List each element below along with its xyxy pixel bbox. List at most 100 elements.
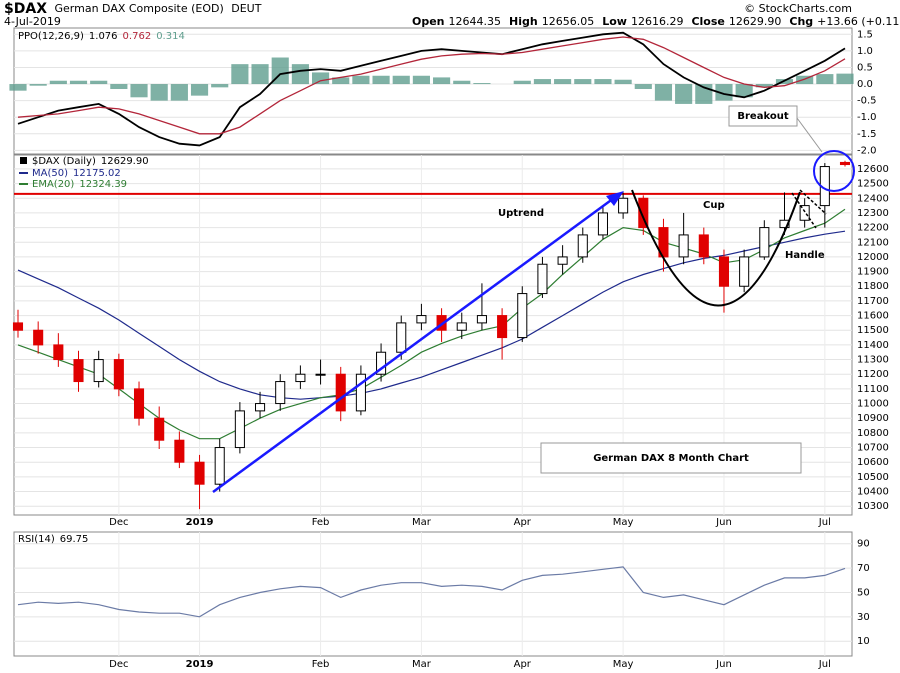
rsi-line (17, 566, 846, 618)
histogram-bar (49, 80, 67, 85)
y-tick-label: 11600 (857, 311, 889, 322)
cup-arc (631, 189, 801, 307)
x-tick-label: 2019 (186, 517, 214, 528)
histogram-bar (392, 75, 410, 85)
plot-layer: 1.5 1.0 0.5 0.0 -0.5 -1.0 -1.5 -2.0 PPO(12,26,9)… (9, 29, 889, 670)
histogram-bar (170, 84, 188, 101)
histogram-bar (675, 84, 693, 104)
candle-body (53, 344, 64, 361)
histogram-bar (231, 64, 249, 85)
candle-body (93, 359, 104, 383)
candle-body (396, 322, 407, 353)
candle-body (174, 439, 185, 463)
y-tick-label: 11300 (857, 355, 889, 366)
legend-value: 12175.02 (73, 168, 121, 179)
legend-name: MA(50) (32, 168, 68, 179)
candle-body (376, 351, 387, 375)
y-tick-label: 11400 (857, 340, 889, 351)
x-tick-label: Mar (412, 517, 432, 528)
breakout-circle (813, 150, 855, 192)
candle-body (355, 373, 366, 412)
cup-label: Cup (703, 200, 725, 211)
histogram-bar (433, 77, 451, 85)
histogram-bar (836, 73, 854, 85)
legend: MA(50) 12175.02 (32, 168, 121, 179)
histogram-bar (211, 84, 229, 88)
legend-value: 12324.39 (79, 179, 127, 190)
candle-body (214, 447, 225, 485)
x-tick-label: Jun (715, 659, 732, 670)
candle-body (537, 263, 548, 295)
x-tick-label: Apr (514, 517, 532, 528)
candle-body (73, 359, 84, 383)
uptrend-arrow (212, 196, 615, 494)
y-tick-label: 12000 (857, 252, 889, 263)
y-tick-label: 1.0 (857, 46, 873, 57)
y-tick-label: 30 (857, 612, 870, 623)
legend-title: RSI(14) (18, 534, 55, 545)
candle-body (335, 373, 346, 412)
caption: German DAX 8 Month Chart (593, 453, 749, 464)
histogram-bar (755, 84, 773, 88)
price-panel (13, 154, 853, 516)
candle-body (33, 329, 44, 346)
y-tick-label: 11200 (857, 369, 889, 380)
y-tick-label: 10400 (857, 487, 889, 498)
arrow-head (606, 191, 624, 206)
y-tick-label: 50 (857, 587, 870, 598)
legend-swatch (20, 157, 27, 164)
candle-body (739, 256, 750, 287)
candle-body (255, 403, 266, 412)
x-tick-label: Dec (109, 659, 128, 670)
candle-body (517, 293, 528, 339)
y-tick-label: 12100 (857, 237, 889, 248)
candle-body (12, 322, 24, 331)
candle-body (718, 256, 730, 287)
histogram-bar (634, 84, 652, 90)
x-tick-label: Jul (818, 517, 831, 528)
candle-body (618, 197, 629, 214)
histogram-bar (533, 79, 552, 85)
quote: Open 12644.35 High 12656.05 Low 12616.29 Close… (412, 15, 900, 28)
y-tick-label: 12200 (857, 223, 889, 234)
candle-body (194, 461, 205, 485)
histogram-bar (150, 84, 168, 101)
indicator-line (17, 31, 846, 147)
histogram-bar (130, 84, 148, 98)
y-tick-label: 10600 (857, 457, 889, 468)
candle-body (315, 373, 326, 376)
ppo-panel (13, 27, 853, 155)
histogram-bar (513, 80, 531, 85)
callout-leader (796, 117, 823, 153)
legend: EMA(20) 12324.39 (32, 179, 127, 190)
x-tick-label: Apr (514, 659, 532, 670)
y-tick-label: 10900 (857, 413, 889, 424)
candle-body (456, 322, 467, 331)
y-tick-label: 11100 (857, 384, 889, 395)
y-tick-label: 11700 (857, 296, 889, 307)
date: 4-Jul-2019 (4, 15, 61, 28)
candle-body (476, 315, 487, 324)
candle-body (839, 161, 851, 166)
histogram-bar (332, 77, 350, 85)
candle-body (154, 417, 165, 441)
histogram-bar (554, 79, 572, 85)
y-tick-label: 12500 (857, 179, 889, 190)
legend-value: 69.75 (60, 534, 89, 545)
histogram-bar (372, 75, 390, 85)
credit: © StockCharts.com (744, 2, 852, 15)
y-tick-label: 10500 (857, 472, 889, 483)
quote-value: 12629.90 (729, 15, 782, 28)
y-tick-label: 0.5 (857, 62, 873, 73)
histogram-bar (110, 84, 128, 90)
y-tick-label: -2.0 (857, 145, 877, 156)
y-tick-label: 1.5 (857, 29, 873, 40)
y-tick-label: 0.0 (857, 79, 873, 90)
legend-value: 0.762 (123, 31, 152, 42)
histogram-bar (291, 64, 309, 85)
histogram-bar (251, 64, 269, 85)
candle-body (638, 197, 649, 229)
rsi-panel (13, 531, 853, 657)
callout-box (728, 105, 798, 127)
